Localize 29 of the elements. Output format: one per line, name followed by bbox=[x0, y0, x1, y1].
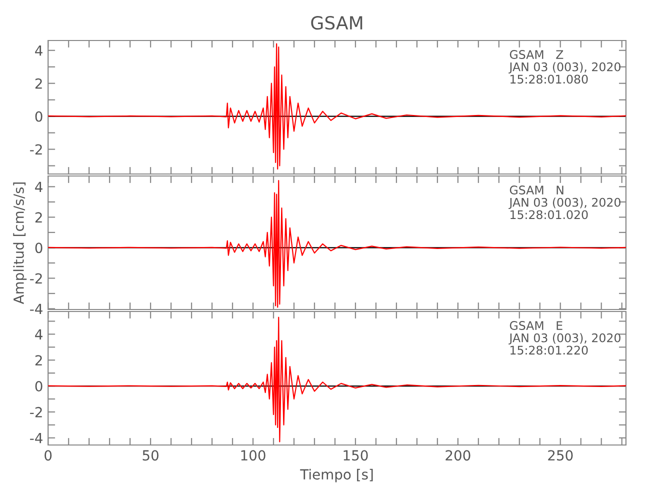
x-tick-label: 0 bbox=[44, 450, 52, 461]
y-tick-label: 0 bbox=[35, 380, 42, 392]
y-axis-title: Amplitud [cm/s/s] bbox=[13, 182, 27, 304]
annotation: GSAM N JAN 03 (003), 2020 15:28:01.020 bbox=[508, 186, 620, 220]
annotation: GSAM E JAN 03 (003), 2020 15:28:01.220 bbox=[508, 321, 620, 355]
y-tick-label: 2 bbox=[35, 355, 42, 366]
y-tick-label: 0 bbox=[35, 242, 42, 254]
x-axis-title: Tiempo [s] bbox=[300, 468, 373, 482]
x-tick-label: 50 bbox=[142, 450, 158, 461]
y-tick-label: 4 bbox=[35, 46, 42, 56]
y-tick-label: 2 bbox=[35, 212, 42, 222]
chart-title: GSAM bbox=[311, 16, 362, 30]
y-tick-label: -4 bbox=[30, 433, 42, 444]
x-tick-label: 200 bbox=[446, 450, 470, 461]
y-tick-label: 2 bbox=[35, 78, 42, 89]
y-tick-label: -4 bbox=[30, 304, 42, 314]
y-tick-label: -2 bbox=[30, 273, 42, 284]
line-series bbox=[48, 180, 626, 308]
y-tick-label: 4 bbox=[35, 182, 42, 192]
x-tick-label: 250 bbox=[548, 450, 573, 461]
line-series bbox=[48, 316, 626, 442]
y-tick-label: -2 bbox=[30, 144, 42, 155]
x-tick-label: 100 bbox=[241, 450, 266, 461]
y-tick-label: 4 bbox=[35, 329, 42, 340]
line-series bbox=[48, 43, 626, 170]
y-tick-label: 0 bbox=[35, 111, 42, 122]
x-tick-label: 150 bbox=[344, 450, 368, 461]
y-tick-label: -2 bbox=[30, 406, 42, 418]
annotation: GSAM Z JAN 03 (003), 2020 15:28:01.080 bbox=[508, 50, 620, 84]
